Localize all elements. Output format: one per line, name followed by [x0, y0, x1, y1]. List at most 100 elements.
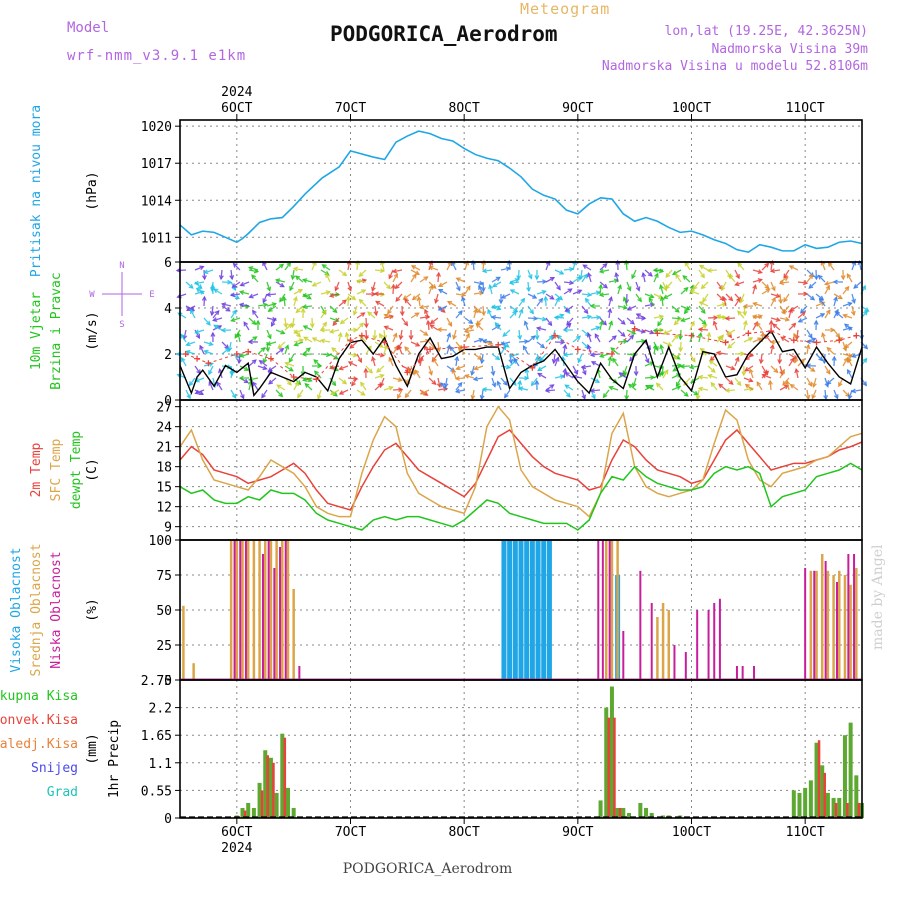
wind-arrow: [572, 289, 582, 295]
wind-arrow: [811, 389, 817, 399]
wind-arrow: [257, 365, 267, 370]
precip-total-bar: [808, 780, 813, 818]
wind-arrow: [679, 341, 682, 352]
wind-axis-label-1: 10m Vjetar: [29, 292, 44, 370]
wind-arrow-head: [379, 352, 386, 358]
model-name: wrf-nmm_v3.9.1 e1km: [67, 48, 247, 64]
wind-arrow-head: [611, 335, 617, 341]
wind-arrow-head: [363, 335, 369, 341]
wind-arrow-head: [338, 365, 344, 371]
wind-arrow: [608, 297, 613, 307]
wind-arrow-head: [463, 328, 470, 334]
wind-arrow: [251, 274, 259, 283]
wind-arrow: [262, 293, 268, 303]
wind-arrow-head: [199, 265, 205, 271]
wind-arrow: [392, 284, 395, 295]
wind-arrow-head: [577, 289, 583, 294]
wind-arrow-head: [736, 381, 742, 387]
cloud-mid-bar: [229, 540, 233, 680]
cloud-mid-bar: [656, 617, 659, 680]
wind-arrow-head: [777, 359, 783, 365]
wind-arrow: [844, 323, 853, 331]
wind-arrow-head: [424, 308, 429, 314]
cloud-axis-label-2: Srednja Oblacnost: [29, 543, 44, 676]
precip-convective-bar: [857, 802, 861, 818]
wind-arrow: [698, 328, 709, 331]
wind-arrow-head: [594, 333, 600, 339]
wind-arrow: [410, 312, 419, 319]
wind-arrow: [384, 314, 394, 319]
wind-arrow-head: [717, 336, 723, 342]
wind-arrow: [725, 389, 736, 392]
wind-arrow: [518, 329, 521, 340]
wind-arrow-head: [277, 344, 283, 349]
wind-arrow-head: [803, 291, 809, 297]
wind-arrow: [653, 315, 663, 319]
wind-arrow: [208, 381, 214, 391]
wind-arrow-head: [757, 278, 763, 283]
wind-arrow: [428, 365, 433, 375]
wind-arrow: [644, 303, 654, 307]
wind-arrow: [587, 333, 592, 343]
wind-arrow: [545, 389, 556, 392]
wind-arrow-head: [488, 283, 493, 290]
cloud-mid-bar: [269, 540, 273, 680]
wind-arrow-head: [303, 336, 309, 342]
wind-arrow: [447, 301, 457, 307]
precip-convective-bar: [834, 802, 838, 818]
precip-legend-5: Grad: [47, 785, 78, 800]
wind-arrow-head: [842, 313, 848, 319]
wind-arrow: [644, 293, 654, 298]
wind-speed-line: [179, 329, 863, 398]
wind-arrow-head: [761, 373, 767, 379]
wind-arrow: [338, 299, 347, 307]
wind-arrow: [716, 303, 726, 307]
wind-arrow-head: [434, 298, 439, 304]
wind-arrow: [277, 341, 286, 349]
wind-arrow-head: [549, 276, 556, 282]
wind-arrow-head: [397, 344, 403, 350]
wind-arrow: [580, 269, 583, 280]
compass-east: E: [149, 290, 154, 300]
wind-arrow: [330, 365, 340, 369]
wind-arrow-head: [672, 366, 678, 372]
wind-arrow: [572, 276, 581, 283]
wind-arrow-head: [230, 317, 236, 323]
wind-arrow-head: [243, 321, 249, 327]
wind-arrow-head: [562, 367, 568, 374]
wind-arrow: [833, 297, 838, 307]
wind-arrow-head: [602, 393, 608, 399]
wind-arrow-head: [648, 297, 654, 303]
wind-arrow: [275, 263, 284, 271]
wind-arrow-head: [360, 391, 366, 396]
wind-arrow-head: [397, 393, 402, 400]
wind-arrow-head: [388, 356, 394, 362]
wind-arrow: [718, 383, 727, 391]
wind-arrow: [717, 314, 727, 319]
cloud-low-bar: [835, 582, 838, 680]
wind-arrow-head: [673, 334, 679, 340]
wind-arrow: [644, 361, 654, 367]
wind-arrow-head: [270, 321, 276, 328]
wind-arrow-head: [663, 369, 669, 375]
wind-arrow-head: [368, 368, 373, 374]
wind-arrow: [554, 281, 561, 290]
precip-total-bar: [609, 686, 614, 818]
wind-arrow: [743, 377, 753, 382]
precip-panel: 00.551.11.652.22.75(mm) 1hr PrecipUkupna …: [0, 674, 864, 827]
wind-arrow-head: [440, 308, 446, 313]
wind-arrow-head: [271, 316, 278, 322]
wind-arrow-head: [690, 357, 696, 363]
wind-arrow: [403, 293, 412, 300]
wind-arrow-head: [353, 327, 359, 333]
wind-arrow-head: [722, 295, 727, 302]
wind-arrow: [743, 321, 747, 331]
wind-arrow-head: [337, 331, 343, 338]
wind-arrow-head: [700, 308, 706, 314]
wind-arrow: [497, 381, 502, 391]
wind-arrow-head: [495, 276, 501, 282]
wind-arrow: [842, 286, 850, 295]
wind-gust-marker: [358, 332, 365, 339]
